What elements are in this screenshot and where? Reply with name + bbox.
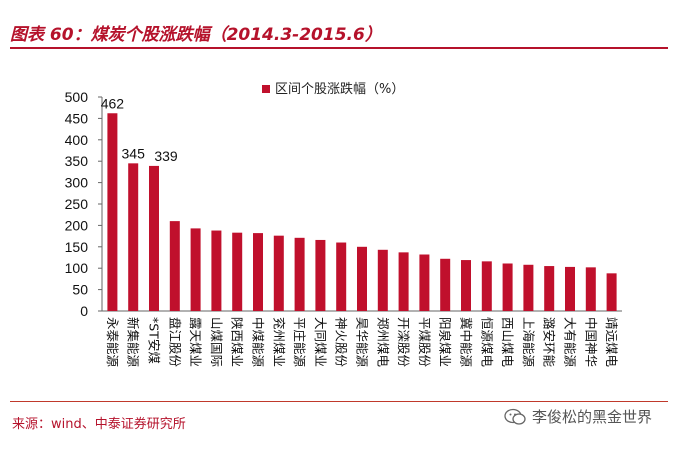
y-tick-label: 150 [65,239,89,255]
y-tick-label: 100 [65,260,89,276]
category-label: 陕西煤业 [230,317,245,367]
legend-swatch [262,85,270,93]
bar [461,260,471,311]
y-tick-label: 50 [72,282,88,298]
category-label: 大有能源 [563,317,578,368]
y-tick-label: 0 [80,303,88,319]
category-label: 中煤能源 [251,317,266,368]
bar [273,235,284,311]
figure-title: 图表 60：煤炭个股涨跌幅（2014.3-2015.6） [10,25,382,45]
watermark-text: 李俊松的黑金世界 [532,408,653,426]
y-tick-label: 500 [65,89,89,105]
y-tick-label: 300 [65,175,89,191]
bar [502,263,513,311]
bar [211,230,222,311]
bar [606,273,617,311]
category-label: 潞安环能 [542,317,557,368]
bar [440,258,451,311]
category-label: 恒源煤电 [479,317,494,368]
bar [544,266,555,311]
category-labels: 永泰能源 新集能源 *ST安煤 盘江股份 露天煤业 山煤国际 陕西煤业 中煤能源 兖州煤业 平庄能… [105,317,619,368]
bar [294,237,305,311]
bar [169,221,180,311]
bar [315,239,326,311]
category-label: 上海能源 [521,317,536,368]
legend: 区间个股涨跌幅（%） [262,81,404,97]
category-label: 冀中能源 [459,317,474,368]
bar [398,252,409,311]
category-label: 西山煤电 [500,317,515,368]
bar [232,232,243,311]
category-label: 平煤股份 [417,317,432,368]
bar [190,228,201,311]
category-label: 开滦股份 [396,317,411,368]
bar [523,264,534,311]
category-label: 平庄能源 [292,317,307,368]
data-label: 339 [154,148,178,164]
title-divider [10,47,668,49]
category-label: 郑州煤电 [375,317,390,368]
bar [336,242,347,311]
category-label: *ST安煤 [147,317,162,364]
bar [149,165,159,311]
watermark: 李俊松的黑金世界 [504,406,652,427]
category-label: 盘江股份 [167,317,182,368]
category-label: 大同煤业 [313,317,328,367]
footer-divider [10,401,668,402]
data-labels: 462 345 339 [101,95,178,164]
category-label: 永泰能源 [105,317,120,368]
y-tick-label: 250 [65,196,89,212]
y-tick-label: 200 [65,217,89,233]
bar [253,233,263,311]
bar [565,266,575,311]
y-axis-ticks: 0 50 100 150 200 250 300 350 400 450 500 [65,89,102,319]
category-label: 新集能源 [126,317,141,368]
legend-label: 区间个股涨跌幅（%） [275,81,404,97]
category-label: 露天煤业 [188,317,203,367]
y-tick-label: 350 [65,153,89,169]
bar [107,113,118,311]
bars [107,113,617,311]
data-label: 462 [101,95,125,111]
wechat-icon [504,408,526,425]
category-label: 昊华能源 [355,317,370,368]
bar [357,246,367,311]
source-note: 来源：wind、中泰证券研究所 [12,417,186,432]
bar [481,261,492,311]
y-tick-label: 450 [65,110,89,126]
bar [377,249,388,311]
category-label: 中国神华 [583,317,598,367]
category-label: 靖远煤电 [604,317,619,368]
bar [419,254,430,311]
bar [128,163,139,311]
category-label: 山煤国际 [209,317,224,367]
bar [585,267,596,311]
category-label: 阳泉煤业 [438,317,453,367]
category-label: 神火股份 [334,317,349,368]
data-label: 345 [122,145,146,161]
category-label: 兖州煤业 [271,317,286,367]
y-tick-label: 400 [65,132,89,148]
